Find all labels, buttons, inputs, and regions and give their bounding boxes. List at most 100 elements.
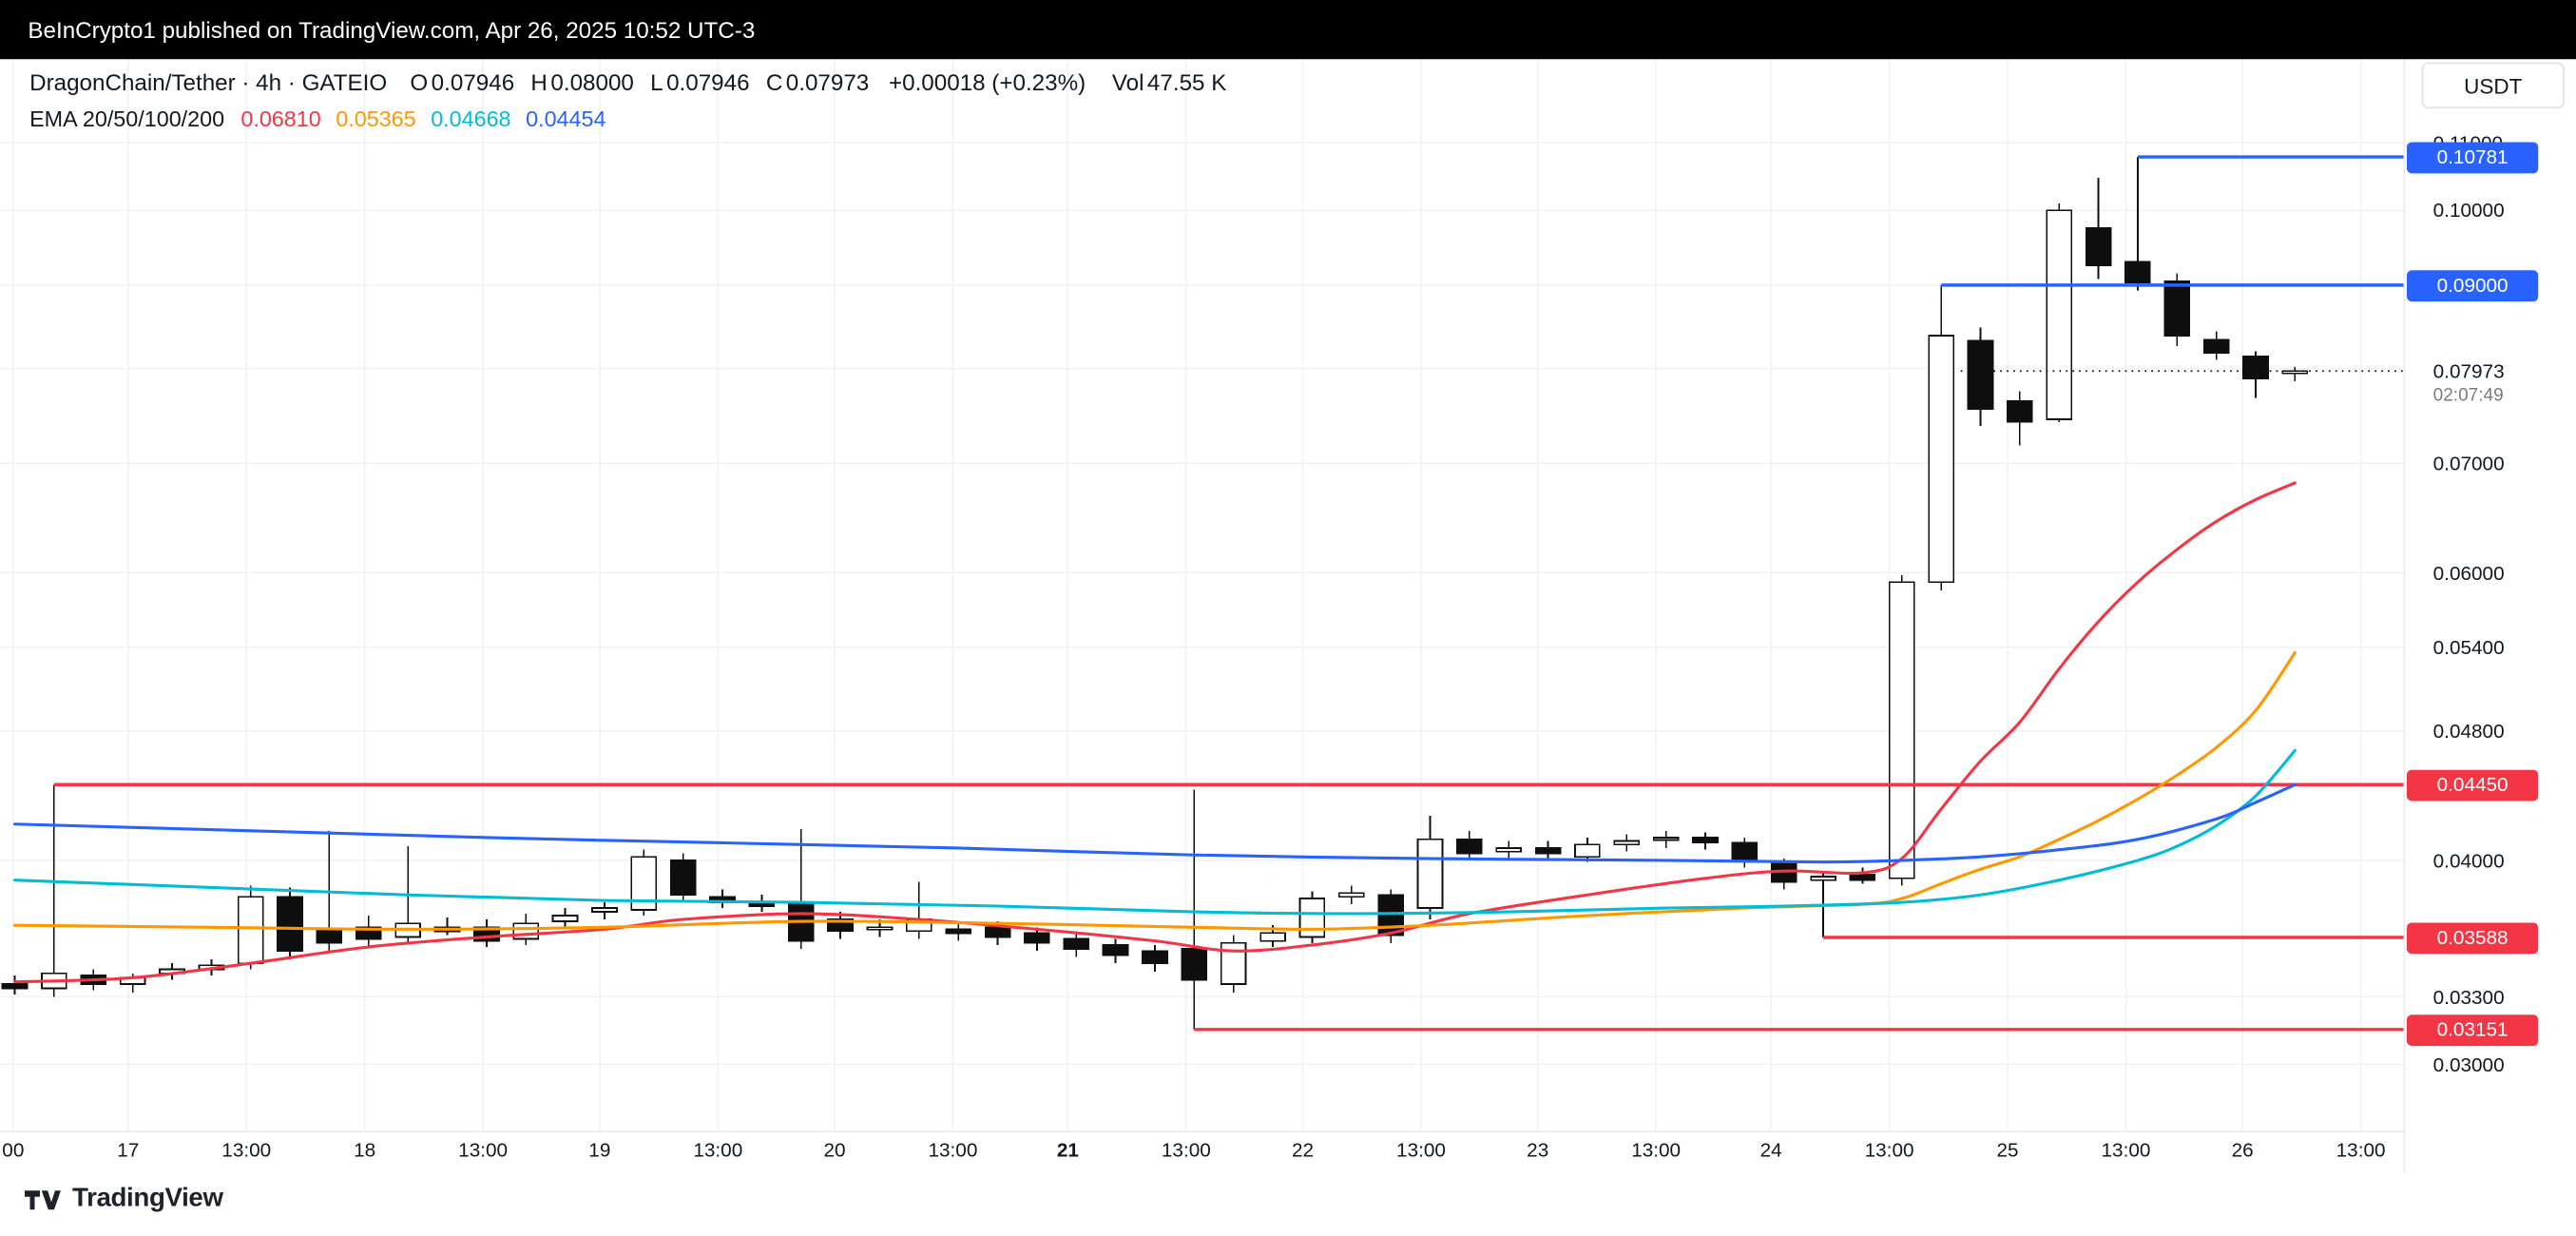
candle-down[interactable] [277, 896, 303, 953]
candle-up[interactable] [1574, 843, 1601, 859]
candle-down[interactable] [1849, 874, 1876, 881]
time-axis-label: 13:00 [693, 1138, 743, 1162]
candle-up[interactable] [1928, 335, 1955, 584]
candle-down[interactable] [1534, 847, 1562, 855]
ohlc-open: O 0.07946 [410, 69, 514, 96]
candle-down[interactable] [1377, 894, 1405, 937]
candle-up[interactable] [1652, 837, 1680, 841]
volume-value: 47.55 K [1146, 68, 1227, 96]
candle-up[interactable] [2046, 209, 2073, 420]
ema-indicator-label[interactable]: EMA 20/50/100/200 [29, 106, 225, 132]
candle-up[interactable] [237, 896, 264, 965]
currency-toggle-button[interactable]: USDT [2421, 62, 2565, 109]
low-label: L [650, 68, 663, 96]
symbol-title[interactable]: DragonChain/Tether · 4h · GATEIO [29, 68, 388, 96]
price-axis-label: 0.10000 [2432, 199, 2505, 222]
candle-up[interactable] [1613, 840, 1641, 846]
candle-down[interactable] [1692, 837, 1719, 844]
price-axis-label: 0.03300 [2432, 985, 2505, 1009]
candle-up[interactable] [2281, 370, 2309, 375]
price-lines-layer[interactable] [53, 155, 2404, 1032]
grid-layer [0, 59, 2406, 1174]
price-axis-label: 0.03000 [2432, 1053, 2505, 1076]
volume-label: Vol [1111, 68, 1144, 96]
candle-up[interactable] [1259, 932, 1286, 942]
ohlc-close: C 0.07973 [766, 69, 869, 96]
time-axis-label: 17 [117, 1138, 140, 1162]
candle-down[interactable] [2202, 338, 2230, 354]
candle-down[interactable] [2163, 280, 2191, 337]
ohlc-low: L 0.07946 [650, 69, 749, 96]
candle-down[interactable] [2085, 227, 2112, 267]
candle-down[interactable] [1731, 841, 1759, 861]
candle-down[interactable] [1181, 948, 1208, 981]
candle-down[interactable] [1063, 937, 1090, 950]
candle-up[interactable] [1337, 892, 1365, 898]
attribution-text: BeInCrypto1 published on TradingView.com… [28, 16, 756, 43]
candle-up[interactable] [1810, 876, 1836, 881]
price-axis-label: 0.04000 [2432, 848, 2505, 873]
candle-down[interactable] [2006, 400, 2033, 423]
ema-50-line [12, 650, 2297, 931]
ema50-value: 0.05365 [336, 106, 416, 132]
time-axis-label: 00 [2, 1138, 25, 1162]
candle-up[interactable] [1495, 847, 1522, 853]
candle-down[interactable] [1, 983, 29, 990]
time-axis-label: 13:00 [1864, 1138, 1914, 1162]
time-axis-label: 13:00 [1396, 1138, 1446, 1162]
ema-100-line [12, 748, 2297, 916]
close-value: 0.07973 [785, 68, 870, 96]
current-price-label: 0.07973 [2432, 359, 2505, 383]
time-axis-label: 13:00 [2336, 1138, 2386, 1162]
price-line-badge[interactable]: 0.04450 [2406, 768, 2539, 801]
candle-up[interactable] [551, 915, 579, 922]
ohlc-high: H 0.08000 [530, 69, 633, 96]
candles-layer[interactable] [1, 157, 2309, 1031]
candle-down[interactable] [1102, 944, 1129, 956]
candle-up[interactable] [591, 907, 618, 913]
volume: Vol 47.55 K [1112, 69, 1227, 96]
tradingview-logo-icon [24, 1189, 61, 1209]
candle-down[interactable] [984, 926, 1011, 938]
time-axis-label: 13:00 [221, 1138, 272, 1162]
candle-down[interactable] [2242, 355, 2269, 379]
time-axis[interactable]: 00 17 13:00 18 13:00 19 13:00 20 13:00 21 13:00 22 1… [0, 1130, 2576, 1173]
candle-down[interactable] [945, 928, 971, 935]
high-label: H [530, 68, 548, 96]
price-line-badge[interactable]: 0.09000 [2406, 269, 2539, 301]
low-value: 0.07946 [666, 68, 750, 96]
candle-down[interactable] [2124, 261, 2151, 284]
tradingview-watermark[interactable]: TradingView [24, 1185, 223, 1214]
candle-down[interactable] [669, 859, 697, 897]
price-line-badge[interactable]: 0.10781 [2406, 141, 2539, 173]
candle-down[interactable] [1024, 932, 1050, 944]
candle-down[interactable] [1455, 838, 1483, 855]
candle-down[interactable] [1967, 339, 1994, 410]
close-label: C [765, 68, 783, 96]
candle-up[interactable] [866, 926, 894, 931]
time-axis-label: 19 [588, 1138, 611, 1162]
candle-down[interactable] [316, 928, 343, 944]
ema-200-line [12, 782, 2297, 864]
candle-up[interactable] [1888, 581, 1915, 879]
ema-indicator-row: EMA 20/50/100/200 0.06810 0.05365 0.0466… [29, 106, 1243, 131]
ema200-value: 0.04454 [526, 106, 606, 132]
candle-up[interactable] [512, 922, 540, 940]
price-change: +0.00018 (+0.23%) [888, 68, 1086, 96]
candle-up[interactable] [1298, 898, 1326, 938]
price-axis-label: 0.06000 [2432, 561, 2505, 585]
price-line-badge[interactable]: 0.03588 [2406, 921, 2539, 954]
time-axis-label: 24 [1759, 1138, 1782, 1162]
ema-layer [12, 481, 2297, 984]
candle-down[interactable] [1142, 950, 1168, 964]
time-axis-label: 13:00 [1161, 1138, 1211, 1162]
price-axis[interactable]: 0.110000.100000.070000.060000.054000.048… [2406, 0, 2576, 1236]
time-axis-label: 13:00 [1631, 1138, 1682, 1162]
time-axis-label: 18 [354, 1138, 376, 1162]
price-axis-label: 0.04800 [2432, 719, 2505, 743]
price-line-badge[interactable]: 0.03151 [2406, 1014, 2539, 1046]
tradingview-watermark-text: TradingView [72, 1185, 223, 1213]
candle-up[interactable] [1416, 838, 1444, 909]
price-axis-label: 0.07000 [2432, 452, 2505, 475]
